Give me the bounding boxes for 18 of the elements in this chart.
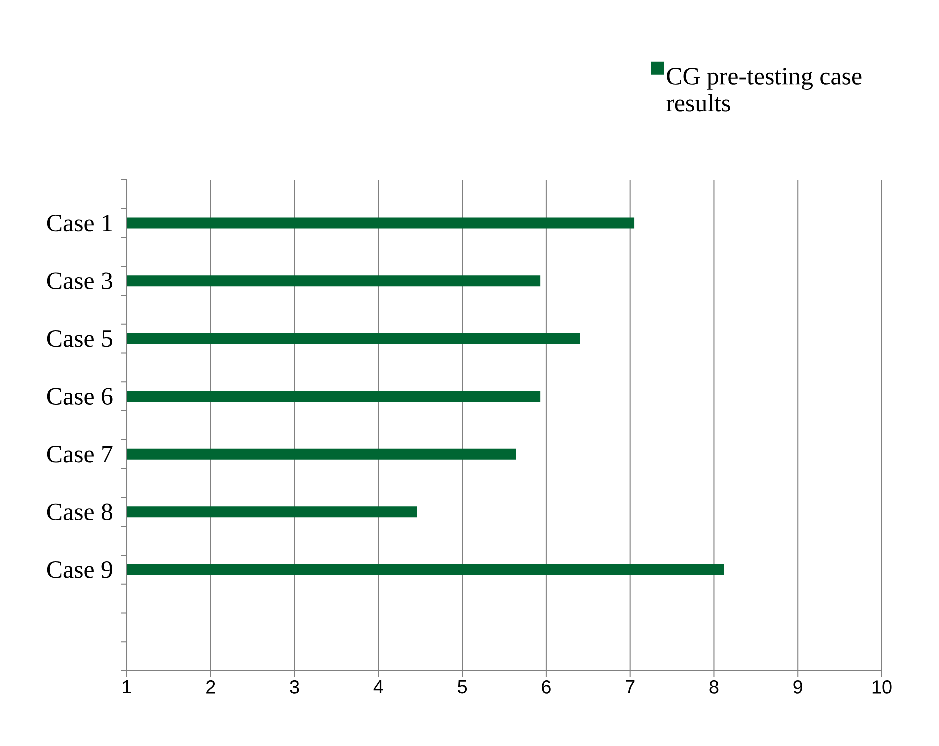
y-tick-label: Case 3 (47, 272, 112, 290)
y-tick-label: Case 8 (47, 504, 113, 521)
x-tick-label: 6 (542, 680, 551, 694)
legend-label: CG pre-testing case results (666, 68, 862, 112)
x-tick-label: 5 (458, 680, 468, 694)
x-tick-label: 7 (626, 680, 635, 694)
x-tick-label: 2 (206, 680, 216, 694)
x-tick-label: 10 (872, 680, 892, 694)
y-tick-label: Case 9 (47, 562, 112, 578)
x-tick-label: 9 (794, 680, 802, 694)
x-tick-label: 3 (290, 680, 300, 694)
y-tick-label: Case 7 (47, 446, 113, 463)
y-tick-label: Case 1 (47, 214, 112, 232)
y-tick-label: Case 5 (47, 330, 112, 348)
x-tick-label: 1 (123, 680, 132, 694)
x-tick-label: 4 (374, 680, 384, 694)
y-tick-label: Case 6 (47, 388, 113, 405)
x-tick-label: 8 (710, 680, 719, 694)
